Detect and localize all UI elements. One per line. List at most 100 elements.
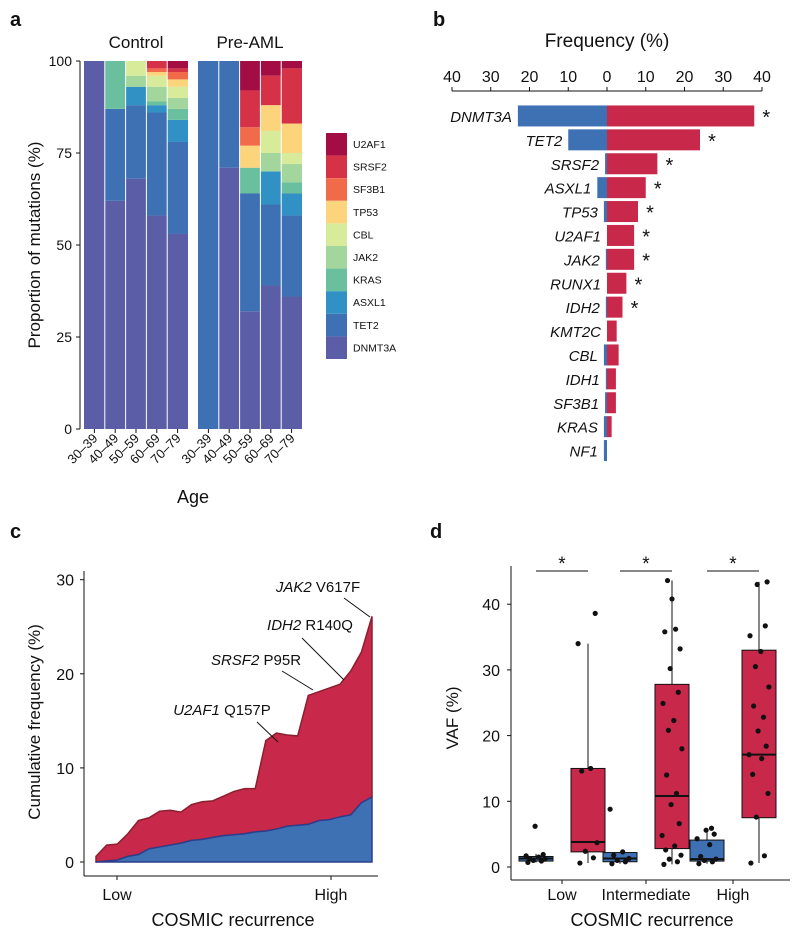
bar-segment-tet2: [125, 105, 147, 179]
bar-segment-asxl1: [146, 105, 168, 113]
pre-aml-bar-tp53: [607, 201, 638, 223]
annotation-leader: [301, 637, 345, 681]
data-point: [753, 814, 759, 820]
pre-aml-bar-dnmt3a: [607, 105, 755, 127]
gene-label-idh1: IDH1: [566, 372, 600, 389]
data-point: [532, 823, 538, 829]
legend-label-jak2: JAK2: [353, 252, 378, 264]
control-bar-jak2: [605, 248, 607, 270]
significance-star: *: [708, 131, 716, 153]
bar-segment-srsf2: [281, 68, 302, 124]
panel-letter-c: c: [10, 521, 21, 543]
significance-star: *: [642, 226, 650, 248]
legend-swatch-cbl: [326, 223, 347, 246]
bar-segment-cbl: [125, 61, 147, 76]
annotation-variant: R140Q: [305, 617, 353, 634]
annotation-gene: SRSF2: [211, 652, 260, 669]
bar-segment-tet2: [239, 193, 261, 312]
panel-b-x-tick-label: 40: [753, 69, 771, 86]
data-point: [665, 727, 672, 733]
pre-aml-bar-u2af1: [607, 224, 635, 246]
box-control-high: [689, 839, 725, 862]
bar-segment-tet2: [260, 204, 282, 286]
data-point: [764, 579, 770, 585]
annotation-leader: [343, 597, 371, 618]
annotation-gene: U2AF1: [173, 702, 220, 719]
bar-segment-tet2: [281, 215, 302, 297]
control-bar-kras: [603, 416, 607, 438]
pre-aml-bar-kras: [607, 416, 612, 438]
legend-swatch-tp53: [326, 200, 347, 224]
panel-a-y-axis-title: Proportion of mutations (%): [25, 142, 44, 349]
pre-aml-bar-jak2: [607, 248, 635, 270]
box-control-intermediate: [602, 852, 638, 863]
bar-segment-kras: [167, 108, 188, 120]
gene-label-kmt2c: KMT2C: [550, 324, 601, 341]
data-point: [758, 648, 764, 655]
control-bar-tet2: [568, 129, 607, 151]
data-point: [703, 827, 709, 833]
legend-swatch-u2af1: [326, 133, 347, 156]
panel-c-x-axis-title: COSMIC recurrence: [151, 910, 314, 930]
significance-star: *: [654, 179, 662, 201]
data-point: [525, 859, 531, 866]
legend-swatch-dnmt3a: [326, 336, 347, 359]
legend-label-dnmt3a: DNMT3A: [353, 342, 396, 354]
panel-b-title: Frequency (%): [545, 31, 670, 52]
data-point: [607, 806, 613, 812]
data-point: [713, 856, 719, 862]
data-point: [672, 843, 678, 849]
panel-c-y-tick-label: 30: [56, 573, 74, 590]
gene-label-u2af1: U2AF1: [554, 228, 601, 245]
data-point: [592, 610, 598, 616]
bar-segment-jak2: [167, 97, 188, 109]
control-bar-nf1: [603, 440, 607, 462]
control-bar-sf3b1: [605, 392, 607, 414]
significance-star: *: [729, 554, 737, 575]
data-point: [659, 832, 665, 839]
control-area: [95, 795, 373, 863]
data-point: [755, 728, 761, 734]
bar-segment-sf3b1: [167, 72, 188, 80]
data-point: [696, 861, 702, 867]
pre-aml-bar-srsf2: [607, 153, 658, 175]
panel-c-y-tick-label: 10: [56, 761, 74, 778]
data-point: [752, 664, 759, 670]
annotation-gene: IDH2: [267, 617, 302, 634]
pre-aml-bar-idh1: [607, 368, 616, 390]
control-bar-idh2: [605, 296, 607, 318]
annotation-gene: JAK2: [275, 579, 313, 596]
legend-label-u2af1: U2AF1: [353, 139, 386, 151]
data-point: [760, 714, 767, 720]
bar-segment-tet2: [218, 61, 240, 168]
data-point: [677, 646, 683, 652]
bar-segment-sf3b1: [146, 68, 168, 73]
bar-segment-asxl1: [167, 119, 188, 142]
panel-b-x-tick-label: 40: [443, 69, 461, 86]
data-point: [660, 700, 666, 707]
pre-aml-bar-cbl: [607, 344, 619, 366]
data-point: [675, 689, 681, 695]
data-point: [747, 633, 753, 639]
data-point: [674, 859, 681, 865]
bar-segment-srsf2: [260, 75, 282, 106]
pre-aml-bar-kmt2c: [607, 320, 617, 342]
gene-label-srsf2: SRSF2: [551, 157, 600, 174]
bar-segment-kras: [239, 167, 261, 194]
bar-segment-tet2: [167, 141, 188, 234]
data-point: [609, 861, 615, 867]
gene-label-jak2: JAK2: [563, 252, 601, 269]
panel-a-y-tick-label: 50: [56, 237, 72, 253]
legend-swatch-sf3b1: [326, 178, 347, 201]
data-point: [626, 855, 632, 862]
panel-a-x-axis-title: Age: [177, 487, 209, 507]
bar-segment-asxl1: [125, 86, 147, 106]
significance-star: *: [558, 554, 566, 575]
panel-letter-b: b: [433, 9, 445, 31]
data-point: [673, 790, 680, 797]
gene-label-runx1: RUNX1: [550, 276, 601, 293]
panel-c-x-tick-label: High: [315, 887, 348, 904]
data-point: [673, 626, 679, 632]
data-point: [750, 771, 756, 777]
